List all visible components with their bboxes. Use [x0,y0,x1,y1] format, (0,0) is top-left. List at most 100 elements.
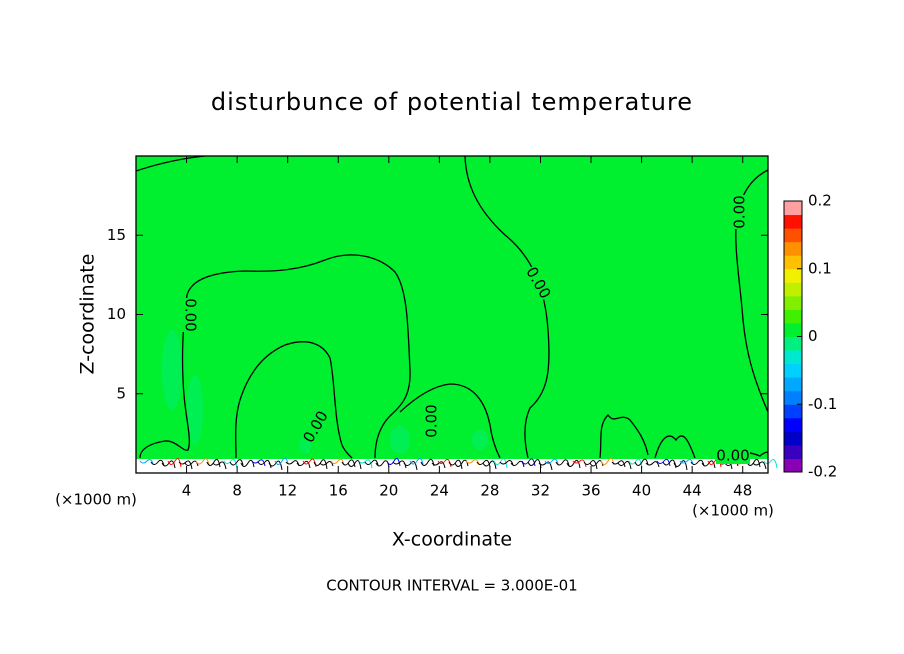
x-tick-label: 36 [581,482,600,500]
surface-eddy [386,457,401,467]
colorbar-swatch [784,255,802,270]
colorbar-tick-label: 0.1 [808,259,832,277]
contour-label-bg [182,298,198,332]
surface-eddy [229,459,244,466]
surface-eddy [319,461,334,467]
field-plume [162,330,182,410]
colorbar-tick-label: -0.1 [808,395,837,413]
surface-eddy [437,459,452,468]
surface-eddy [167,458,182,468]
x-tick-label: 24 [430,482,449,500]
y-tick-label: 15 [107,226,126,244]
contour-label: 0.00 [731,195,749,228]
contour-label: 0.00 [716,447,749,465]
surface-eddy [465,459,480,466]
surface-eddy [150,459,165,467]
surface-eddy [752,461,767,470]
contour-label: 0.00 [423,404,441,437]
surface-eddy [527,459,542,469]
contour-label-bg [732,195,748,229]
contour-line [599,413,696,459]
x-tick-label: 32 [531,482,550,500]
y-unit-label: (×1000 m) [55,491,137,509]
footer-note: CONTOUR INTERVAL = 3.000E-01 [326,577,577,595]
surface-eddy [364,459,379,466]
colorbar-swatch [784,404,802,419]
x-unit-label: (×1000 m) [692,502,774,520]
surface-layer [136,459,768,473]
surface-eddy [347,460,362,470]
surface-eddy [611,460,626,468]
y-axis-label: Z-coordinate [77,254,99,375]
surface-eddy [746,458,761,468]
surface-eddy [673,460,688,471]
surface-eddy [628,458,643,469]
x-tick-label: 44 [683,482,702,500]
surface-eddy [634,458,649,466]
contour-line [399,383,501,459]
surface-eddy [544,458,559,465]
surface-eddy [330,458,345,466]
field-plume [187,375,203,445]
x-axis-label: X-coordinate [392,529,512,551]
colorbar-swatch [784,268,802,283]
surface-eddy [206,458,221,468]
colorbar-swatch [784,363,802,378]
contour-line [139,254,411,459]
contour-label-bg [522,264,554,302]
colorbar-swatch [784,295,802,310]
colorbar-swatch [784,228,802,243]
colorbar-swatch [784,390,802,405]
surface-eddy [420,458,435,467]
x-tick-label: 48 [733,482,752,500]
y-tick-label: 10 [107,305,126,323]
surface-eddy [645,461,660,468]
colorbar-tick-label: -0.2 [808,463,837,481]
colorbar-swatch [784,282,802,297]
colorbar-tick-label: 0.2 [808,192,832,210]
surface-eddy [521,458,536,467]
contour-label: 0.00 [182,298,200,331]
surface-eddy [499,460,514,466]
x-tick-label: 4 [182,482,192,500]
colorbar-swatch [784,201,802,216]
surface-eddy [313,459,328,470]
colorbar-tick-label: 0 [808,327,818,345]
surface-eddy [223,459,238,469]
colorbar-swatch [784,241,802,256]
x-tick-label: 20 [379,482,398,500]
surface-eddy [448,459,463,470]
x-tick-label: 8 [232,482,242,500]
contour-line [235,341,353,459]
contour-label-bg [300,408,332,446]
contour-line [735,169,769,413]
x-tick-label: 40 [632,482,651,500]
surface-eddy [409,458,424,465]
surface-eddy [763,459,778,469]
colorbar-swatch [784,431,802,446]
surface-eddy [690,459,705,467]
colorbar-swatch [784,417,802,432]
surface-eddy [555,459,570,467]
colorbar-swatch [784,350,802,365]
y-tick-label: 5 [116,384,126,402]
contour-line [464,155,550,459]
surface-eddy [302,458,317,468]
colorbar-swatch [784,377,802,392]
surface-eddy [257,460,272,469]
surface-eddy [662,459,677,469]
surface-eddy [139,459,154,465]
surface-eddy [476,459,491,468]
x-tick-label: 28 [480,482,499,500]
surface-eddy [274,457,289,465]
x-tick-label: 12 [278,482,297,500]
x-tick-label: 16 [329,482,348,500]
chart-title: disturbunce of potential temperature [211,88,693,116]
contour-label-bg [716,448,750,464]
surface-eddy [617,461,632,470]
colorbar-swatch [784,444,802,459]
colorbar-swatch [784,458,802,473]
surface-eddy [583,460,598,470]
colorbar-swatch [784,309,802,324]
